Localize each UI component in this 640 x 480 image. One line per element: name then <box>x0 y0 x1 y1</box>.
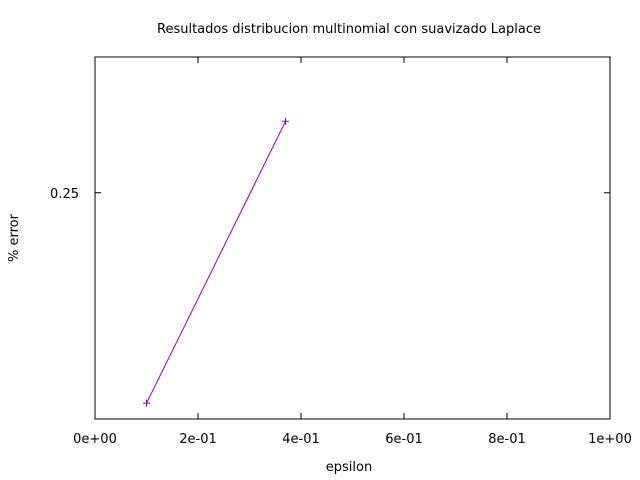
x-axis-label: epsilon <box>326 460 372 475</box>
x-tick-label: 8e-01 <box>488 432 526 447</box>
axis-ticks: 0e+00 2e-01 4e-01 6e-01 8e-01 1e+00 0.25 <box>50 57 632 447</box>
data-point <box>282 117 290 125</box>
data-point <box>143 399 150 407</box>
x-tick-label: 0e+00 <box>73 432 117 447</box>
x-tick-label: 1e+00 <box>588 432 632 447</box>
y-axis-label: % error <box>7 213 22 262</box>
x-tick-label: 2e-01 <box>179 432 217 447</box>
plot-frame <box>94 56 611 420</box>
chart-title: Resultados distribucion multinomial con … <box>157 22 541 37</box>
x-tick-label: 4e-01 <box>282 432 320 447</box>
series-layer <box>143 117 290 407</box>
x-tick-label: 6e-01 <box>385 432 423 447</box>
y-tick-label: 0.25 <box>50 187 79 202</box>
series-line <box>146 121 286 404</box>
